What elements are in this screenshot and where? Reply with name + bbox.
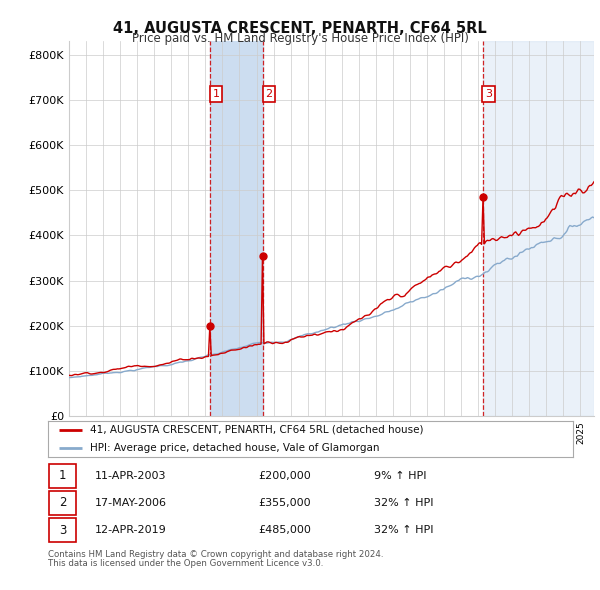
Text: 1: 1 xyxy=(59,469,67,482)
FancyBboxPatch shape xyxy=(49,464,76,487)
Bar xyxy=(482,41,594,416)
Text: 3: 3 xyxy=(485,88,492,99)
FancyBboxPatch shape xyxy=(49,519,76,542)
Text: 32% ↑ HPI: 32% ↑ HPI xyxy=(373,498,433,508)
Text: 11-APR-2003: 11-APR-2003 xyxy=(95,471,167,481)
Text: 2: 2 xyxy=(266,88,272,99)
Text: 3: 3 xyxy=(59,524,67,537)
Text: 1: 1 xyxy=(212,88,220,99)
Text: Contains HM Land Registry data © Crown copyright and database right 2024.: Contains HM Land Registry data © Crown c… xyxy=(48,550,383,559)
FancyBboxPatch shape xyxy=(49,491,76,515)
Text: 12-APR-2019: 12-APR-2019 xyxy=(95,525,167,535)
Text: £485,000: £485,000 xyxy=(258,525,311,535)
Bar xyxy=(210,41,263,416)
Text: HPI: Average price, detached house, Vale of Glamorgan: HPI: Average price, detached house, Vale… xyxy=(90,443,380,453)
Text: This data is licensed under the Open Government Licence v3.0.: This data is licensed under the Open Gov… xyxy=(48,559,323,568)
Text: Price paid vs. HM Land Registry's House Price Index (HPI): Price paid vs. HM Land Registry's House … xyxy=(131,32,469,45)
Text: 9% ↑ HPI: 9% ↑ HPI xyxy=(373,471,426,481)
Text: 41, AUGUSTA CRESCENT, PENARTH, CF64 5RL: 41, AUGUSTA CRESCENT, PENARTH, CF64 5RL xyxy=(113,21,487,35)
Text: 2: 2 xyxy=(59,496,67,510)
Text: £200,000: £200,000 xyxy=(258,471,311,481)
Text: 17-MAY-2006: 17-MAY-2006 xyxy=(95,498,167,508)
Text: £355,000: £355,000 xyxy=(258,498,311,508)
Text: 32% ↑ HPI: 32% ↑ HPI xyxy=(373,525,433,535)
Text: 41, AUGUSTA CRESCENT, PENARTH, CF64 5RL (detached house): 41, AUGUSTA CRESCENT, PENARTH, CF64 5RL … xyxy=(90,425,424,435)
